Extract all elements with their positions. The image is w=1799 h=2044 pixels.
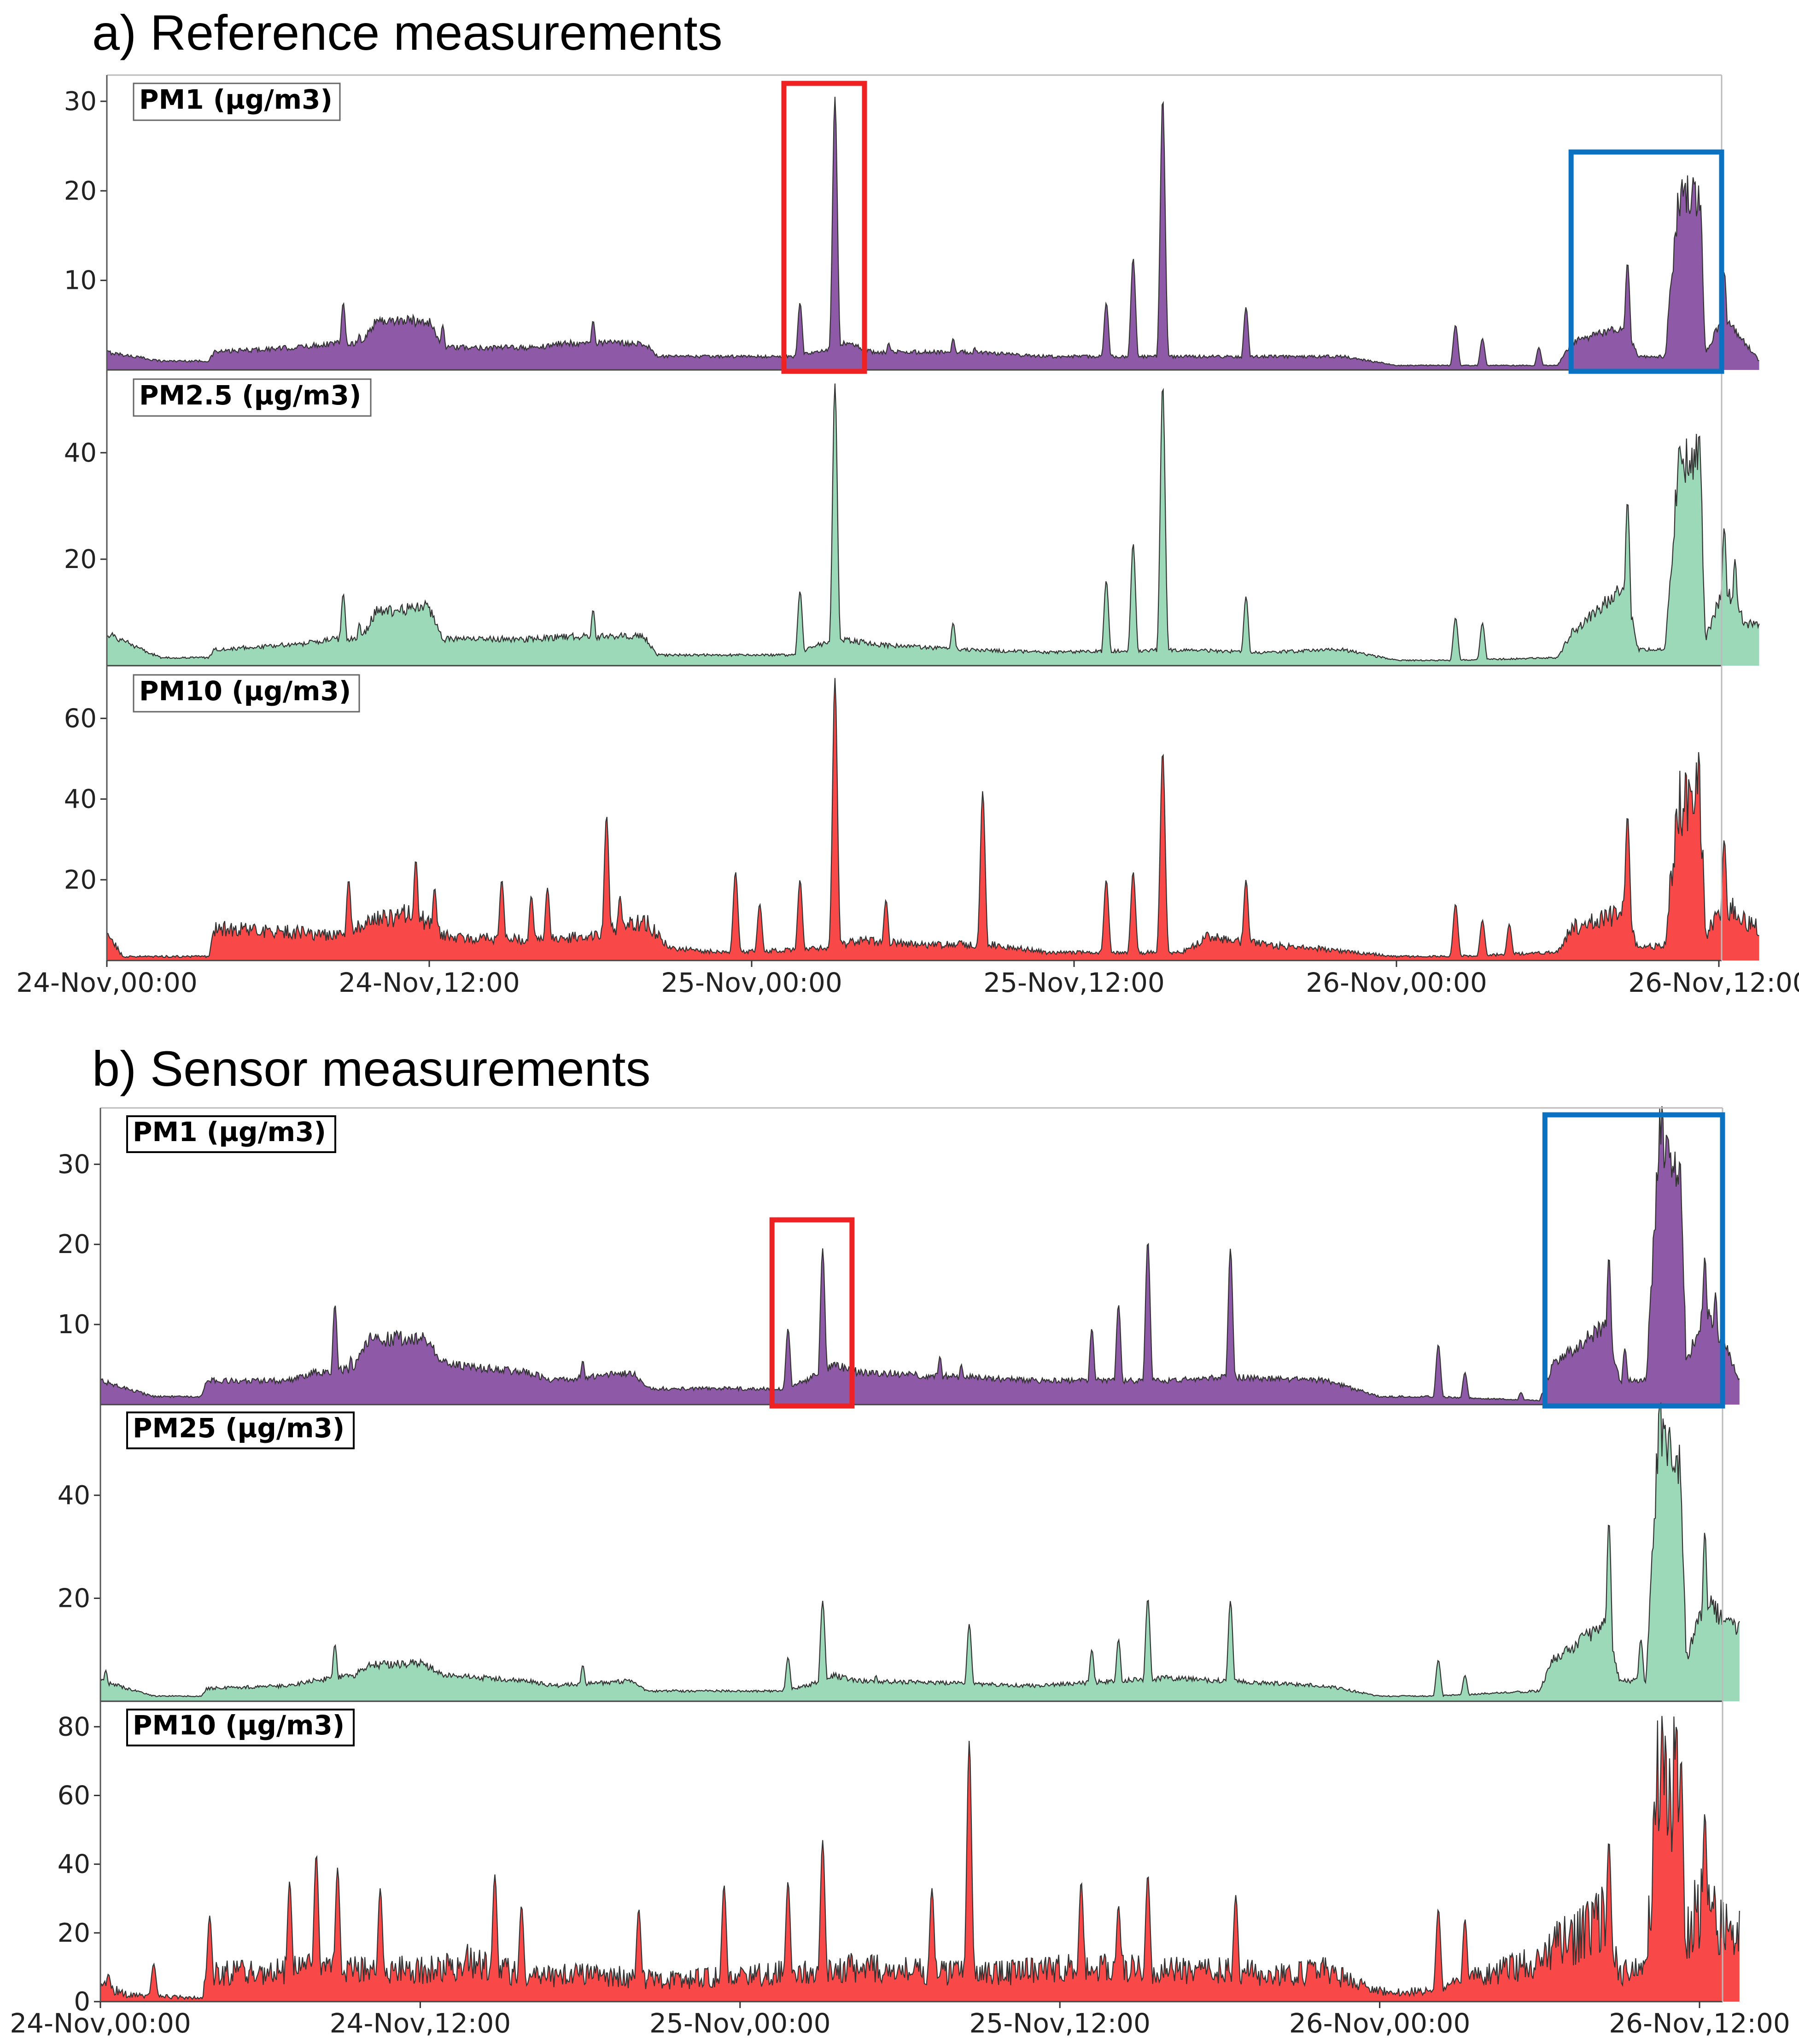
panel-b-pm10: 0 20 40 60 80 [58, 1712, 1740, 2017]
panel-label-b-pm10-text: PM10 (µg/m3) [133, 1710, 345, 1741]
ytick-label: 20 [58, 1918, 90, 1948]
ytick-label: 0 [74, 1987, 90, 2017]
ytick-b-pm25-40: 40 [58, 1481, 100, 1511]
xtick-label: 26-Nov,12:00 [1628, 967, 1799, 998]
xtick-b-1: 24-Nov,12:00 [330, 2002, 511, 2039]
section-title-sensor: b) Sensor measurements [92, 1041, 651, 1096]
ytick-a-pm1-20: 20 [64, 176, 107, 206]
panel-label-a-pm25-text: PM2.5 (µg/m3) [139, 380, 361, 411]
ytick-label: 30 [58, 1149, 90, 1179]
xtick-a-2: 25-Nov,00:00 [661, 961, 842, 998]
area-b-pm1 [100, 1106, 1740, 1405]
ytick-label: 30 [64, 87, 97, 117]
ytick-label: 20 [64, 545, 97, 574]
xtick-a-0: 24-Nov,00:00 [16, 961, 198, 998]
ytick-a-pm10-60: 60 [64, 703, 107, 733]
ytick-b-pm25-20: 20 [58, 1583, 100, 1613]
line-b-pm1 [100, 1106, 1740, 1402]
ytick-label: 60 [64, 703, 97, 733]
line-a-pm10 [106, 678, 1759, 959]
line-b-pm10 [99, 1716, 1740, 2000]
ytick-label: 40 [58, 1850, 90, 1880]
xtick-label: 26-Nov,00:00 [1306, 967, 1487, 998]
panel-label-a-pm1-text: PM1 (µg/m3) [139, 84, 333, 115]
ytick-a-pm10-20: 20 [64, 865, 107, 895]
highlight-box-blue-b [1542, 1112, 1725, 1409]
ytick-label: 80 [58, 1712, 90, 1742]
area-a-pm10 [107, 678, 1759, 961]
ytick-a-pm1-10: 10 [64, 266, 107, 296]
ytick-b-pm10-80: 80 [58, 1712, 100, 1742]
line-a-pm25 [106, 383, 1760, 662]
ytick-label: 60 [58, 1780, 90, 1810]
ytick-a-pm25-20: 20 [64, 545, 107, 574]
panel-label-b-pm10: PM10 (µg/m3) [126, 1709, 355, 1746]
xtick-b-4: 26-Nov,00:00 [1289, 2002, 1471, 2039]
xtick-b-2: 25-Nov,00:00 [649, 2002, 831, 2039]
ytick-label: 40 [58, 1481, 90, 1511]
panel-label-b-pm1: PM1 (µg/m3) [126, 1115, 336, 1153]
ytick-b-pm1-20: 20 [58, 1230, 100, 1259]
ytick-label: 20 [64, 865, 97, 895]
xtick-a-5: 26-Nov,12:00 [1628, 961, 1799, 998]
xtick-a-3: 25-Nov,12:00 [983, 961, 1165, 998]
xtick-b-3: 25-Nov,12:00 [969, 2002, 1151, 2039]
ytick-b-pm10-60: 60 [58, 1780, 100, 1810]
ytick-label: 40 [64, 785, 97, 814]
panel-a-pm10: 20 40 60 [64, 678, 1759, 961]
panel-label-a-pm1: PM1 (µg/m3) [133, 82, 341, 121]
ytick-b-pm1-10: 10 [58, 1310, 100, 1340]
xtick-a-1: 24-Nov,12:00 [339, 961, 520, 998]
ytick-label: 10 [58, 1310, 90, 1340]
ytick-b-pm10-40: 40 [58, 1850, 100, 1880]
xtick-label: 24-Nov,00:00 [10, 2008, 191, 2039]
highlight-box-red-a [781, 81, 867, 374]
panel-a-pm1: 10 20 30 [64, 87, 1759, 371]
xtick-label: 25-Nov,00:00 [661, 967, 842, 998]
xtick-label: 25-Nov,12:00 [983, 967, 1165, 998]
panel-label-b-pm1-text: PM1 (µg/m3) [133, 1116, 326, 1148]
xtick-label: 26-Nov,12:00 [1609, 2008, 1790, 2039]
ytick-a-pm1-30: 30 [64, 87, 107, 117]
ytick-label: 20 [64, 176, 97, 206]
ytick-b-pm10-20: 20 [58, 1918, 100, 1948]
xtick-label: 24-Nov,12:00 [339, 967, 520, 998]
ytick-b-pm10-0: 0 [74, 1987, 100, 2017]
area-a-pm25 [107, 383, 1759, 666]
xtick-b-0: 24-Nov,00:00 [10, 2002, 191, 2039]
highlight-box-blue-a [1568, 149, 1724, 374]
ytick-label: 10 [64, 266, 97, 296]
xtick-label: 24-Nov,12:00 [330, 2008, 511, 2039]
ytick-b-pm1-30: 30 [58, 1149, 100, 1179]
ytick-a-pm25-40: 40 [64, 438, 107, 468]
line-a-pm1 [106, 97, 1759, 367]
xtick-label: 25-Nov,00:00 [649, 2008, 831, 2039]
panel-label-a-pm10: PM10 (µg/m3) [133, 674, 360, 713]
ytick-a-pm10-40: 40 [64, 785, 107, 814]
xtick-label: 24-Nov,00:00 [16, 967, 198, 998]
ytick-label: 20 [58, 1583, 90, 1613]
panel-label-a-pm10-text: PM10 (µg/m3) [139, 675, 351, 707]
line-b-pm25 [100, 1402, 1740, 1698]
area-a-pm1 [107, 97, 1759, 370]
panel-label-b-pm25: PM25 (µg/m3) [126, 1411, 355, 1449]
ytick-label: 20 [58, 1230, 90, 1259]
area-b-pm25 [100, 1403, 1740, 1701]
panel-label-a-pm25: PM2.5 (µg/m3) [133, 378, 372, 417]
panel-label-b-pm25-text: PM25 (µg/m3) [133, 1412, 345, 1444]
panel-b-pm1: 10 20 30 [58, 1106, 1740, 1406]
xtick-label: 26-Nov,00:00 [1289, 2008, 1471, 2039]
xtick-label: 25-Nov,12:00 [969, 2008, 1151, 2039]
ytick-label: 40 [64, 438, 97, 468]
section-title-reference: a) Reference measurements [92, 5, 723, 60]
xtick-a-4: 26-Nov,00:00 [1306, 961, 1487, 998]
highlight-box-red-b [769, 1217, 855, 1409]
xtick-b-5: 26-Nov,12:00 [1609, 2002, 1790, 2039]
